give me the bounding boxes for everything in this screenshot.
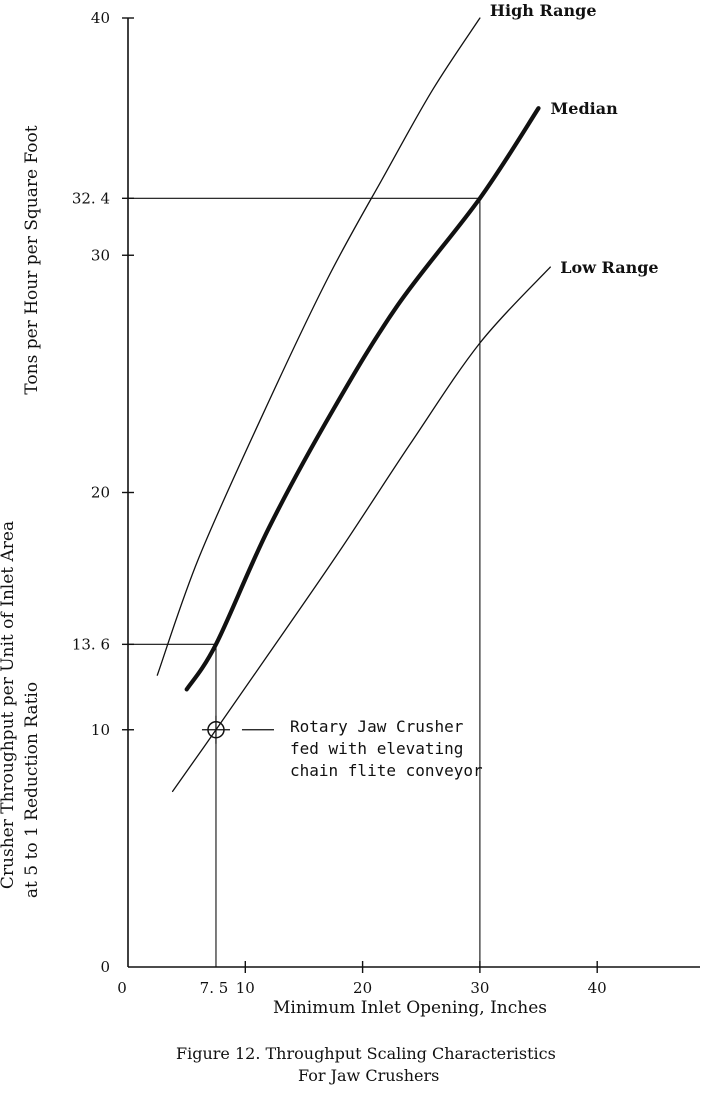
x-tick-label: 40: [588, 979, 607, 997]
x-axis-title: Minimum Inlet Opening, Inches: [273, 998, 547, 1018]
series-label-median: Median: [551, 99, 619, 118]
annotation-line-1: Rotary Jaw Crusher: [290, 717, 464, 736]
y-tick-label: 20: [91, 484, 110, 502]
reference-lines-group: [128, 197, 481, 967]
axes-group: [127, 18, 700, 968]
y-axis-title-line-3: Tons per Hour per Square Foot: [22, 125, 42, 394]
figure-caption-line-2: For Jaw Crushers: [298, 1066, 439, 1085]
annotation-line-2: fed with elevating: [290, 739, 463, 758]
x-tick-label: 20: [353, 979, 372, 997]
y-tick-label: 40: [91, 9, 110, 27]
x-tick-label: 10: [236, 979, 255, 997]
series-line-high-range: [156, 17, 481, 676]
y-tick-label: 30: [91, 246, 110, 264]
y-axis-title-line-2: at 5 to 1 Reduction Ratio: [22, 682, 42, 898]
figure-caption-line-1: Figure 12. Throughput Scaling Characteri…: [176, 1044, 556, 1063]
ticks-group: 0 10 13. 6 20 30 32. 4 40 0 7. 5 10 20 30 40: [72, 9, 607, 997]
annotation-line-3: chain flite conveyor: [290, 761, 483, 780]
series-label-high-range: High Range: [490, 1, 597, 20]
series-group: High Range Median Low Range: [156, 1, 659, 793]
series-line-median: [184, 106, 541, 692]
series-label-low-range: Low Range: [560, 258, 658, 277]
marker-group: [201, 715, 274, 744]
y-axis-title-line-1: Crusher Throughput per Unit of Inlet Are…: [0, 521, 18, 889]
y-tick-label: 0: [100, 958, 110, 976]
series-line-low-range: [171, 266, 551, 793]
y-tick-label: 10: [91, 721, 110, 739]
x-tick-label: 0: [117, 979, 127, 997]
y-tick-label: 32. 4: [72, 189, 110, 207]
x-tick-label: 7. 5: [200, 979, 229, 997]
x-tick-label: 30: [470, 979, 489, 997]
y-tick-label: 13. 6: [72, 635, 110, 653]
